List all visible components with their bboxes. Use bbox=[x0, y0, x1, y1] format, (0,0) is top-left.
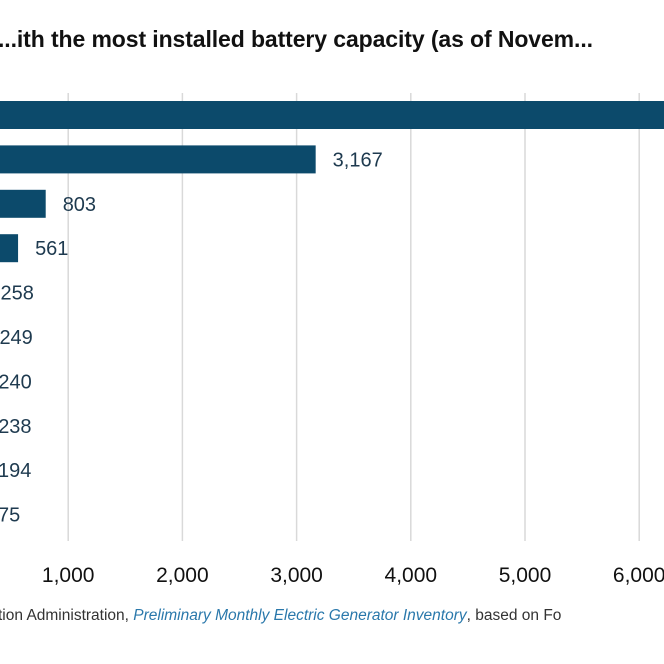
x-tick-label: 3,000 bbox=[270, 564, 323, 587]
footnote-suffix: , based on Fo bbox=[466, 607, 562, 624]
x-axis-tick-labels: 1,000 2,000 3,000 4,000 5,000 6,000 bbox=[42, 564, 664, 587]
bar bbox=[0, 189, 46, 218]
x-tick-label: 6,000 bbox=[613, 564, 664, 587]
value-labels: 3,167 803 561 258 249 240 238 194 75 bbox=[0, 149, 383, 526]
value-label: 561 bbox=[35, 238, 68, 260]
value-label: 240 bbox=[0, 371, 32, 393]
bar bbox=[0, 234, 19, 263]
x-tick-label: 4,000 bbox=[385, 564, 438, 587]
value-label: 194 bbox=[0, 460, 31, 482]
value-label: 238 bbox=[0, 416, 32, 438]
value-label: 803 bbox=[63, 194, 96, 216]
footnote-prefix: tion Administration, bbox=[0, 607, 134, 624]
bar bbox=[0, 145, 316, 174]
x-tick-label: 2,000 bbox=[156, 564, 209, 587]
source-footnote: tion Administration, Preliminary Monthly… bbox=[0, 607, 561, 625]
bar-chart: 3,167 803 561 258 249 240 238 194 75 1,000 2,000 3… bbox=[0, 93, 664, 587]
bar bbox=[0, 101, 664, 129]
value-label: 75 bbox=[0, 505, 20, 527]
bars bbox=[0, 101, 664, 263]
value-label: 258 bbox=[0, 283, 33, 305]
x-tick-label: 1,000 bbox=[42, 564, 95, 587]
source-link[interactable]: Preliminary Monthly Electric Generator I… bbox=[133, 607, 467, 624]
chart-title: ...ith the most installed battery capaci… bbox=[0, 26, 593, 52]
value-label: 249 bbox=[0, 327, 33, 349]
x-tick-label: 5,000 bbox=[499, 564, 552, 587]
value-label: 3,167 bbox=[333, 149, 383, 171]
